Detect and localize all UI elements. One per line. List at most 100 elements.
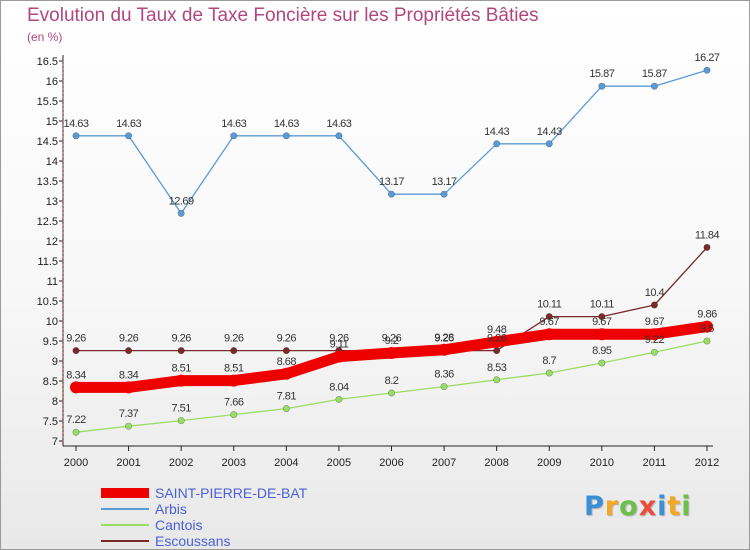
data-label: 9.26 <box>119 333 139 345</box>
data-point <box>125 132 133 140</box>
legend-label: Arbis <box>155 501 187 517</box>
y-minor-tick <box>62 344 64 346</box>
legend-swatch <box>101 524 149 526</box>
data-point <box>440 190 448 198</box>
y-minor-tick <box>62 412 64 414</box>
data-point <box>282 405 290 413</box>
y-minor-tick <box>62 208 64 210</box>
y-tick-label: 13 <box>46 196 58 208</box>
legend-item: Escoussans <box>101 533 230 549</box>
data-label: 9.86 <box>697 309 717 321</box>
y-minor-tick <box>62 108 64 110</box>
data-point <box>598 359 606 367</box>
data-label: 9.48 <box>487 324 507 336</box>
y-tick-label: 12 <box>46 236 58 248</box>
data-label: 7.37 <box>119 408 139 420</box>
data-label: 11.84 <box>695 229 720 241</box>
y-minor-tick <box>62 356 64 358</box>
data-point <box>438 343 451 356</box>
data-label: 9.26 <box>277 333 297 345</box>
y-tick-label: 15.5 <box>37 96 58 108</box>
data-label: 14.63 <box>116 118 141 130</box>
y-minor-tick <box>62 172 64 174</box>
y-minor-tick <box>62 268 64 270</box>
y-minor-tick <box>62 100 64 102</box>
y-minor-tick <box>62 364 64 366</box>
logo-letter: P <box>584 491 605 522</box>
y-minor-tick <box>62 416 64 418</box>
data-point <box>227 374 240 387</box>
legend-item: Cantois <box>101 517 202 533</box>
data-point <box>703 66 711 74</box>
y-minor-tick <box>62 232 64 234</box>
data-point <box>650 301 658 309</box>
y-minor-tick <box>62 252 64 254</box>
y-minor-tick <box>62 92 64 94</box>
data-label: 9.67 <box>540 316 560 328</box>
data-label: 14.63 <box>326 118 351 130</box>
y-minor-tick <box>62 276 64 278</box>
y-tick-label: 11 <box>47 276 58 288</box>
y-minor-tick <box>62 296 64 298</box>
data-label: 9.26 <box>434 333 454 345</box>
y-minor-tick <box>62 320 64 322</box>
y-minor-tick <box>62 124 64 126</box>
data-label: 7.51 <box>171 403 191 415</box>
x-tick-label: 2011 <box>643 457 667 469</box>
y-minor-tick <box>62 136 64 138</box>
data-label: 15.87 <box>642 68 667 80</box>
y-minor-tick <box>62 216 64 218</box>
y-minor-tick <box>62 120 64 122</box>
data-label: 9.26 <box>382 333 402 345</box>
y-minor-tick <box>62 156 64 158</box>
y-tick-label: 12.5 <box>37 216 58 228</box>
y-minor-tick <box>62 116 64 118</box>
y-axis-unit: (en %) <box>27 30 63 44</box>
y-minor-tick <box>62 204 64 206</box>
data-label: 10.11 <box>590 299 615 311</box>
y-minor-tick <box>62 440 64 442</box>
x-tick-label: 2002 <box>169 457 193 469</box>
y-minor-tick <box>62 80 64 82</box>
data-point <box>650 82 658 90</box>
data-point <box>230 132 238 140</box>
x-tick-label: 2001 <box>116 457 140 469</box>
data-label: 8.53 <box>487 362 507 374</box>
proxiti-logo: Proxiti <box>584 491 692 522</box>
y-minor-tick <box>62 60 64 62</box>
data-label: 8.68 <box>277 356 297 368</box>
data-point <box>282 132 290 140</box>
data-point <box>387 389 395 397</box>
data-label: 13.17 <box>379 176 404 188</box>
y-minor-tick <box>62 112 64 114</box>
logo-letter: x <box>638 491 658 522</box>
data-label: 8.95 <box>592 345 612 357</box>
y-minor-tick <box>62 104 64 106</box>
y-minor-tick <box>62 328 64 330</box>
data-label: 9.26 <box>487 333 507 345</box>
data-point <box>72 347 80 355</box>
data-point <box>650 348 658 356</box>
y-minor-tick <box>62 200 64 202</box>
data-point <box>177 347 185 355</box>
data-point <box>72 132 80 140</box>
data-point <box>230 347 238 355</box>
data-point <box>335 395 343 403</box>
chart-title: Evolution du Taux de Taxe Foncière sur l… <box>27 5 539 26</box>
data-point <box>598 313 606 321</box>
data-label: 15.87 <box>589 68 614 80</box>
y-minor-tick <box>62 392 64 394</box>
legend-swatch <box>101 508 149 510</box>
data-label: 10.4 <box>645 287 665 299</box>
y-minor-tick <box>62 96 64 98</box>
x-tick-label: 2012 <box>695 457 719 469</box>
y-minor-tick <box>62 424 64 426</box>
data-label: 9.67 <box>645 316 665 328</box>
data-point <box>545 140 553 148</box>
y-minor-tick <box>62 368 64 370</box>
data-point <box>175 374 188 387</box>
y-minor-tick <box>62 260 64 262</box>
data-point <box>177 209 185 217</box>
y-minor-tick <box>62 280 64 282</box>
y-minor-tick <box>62 68 64 70</box>
